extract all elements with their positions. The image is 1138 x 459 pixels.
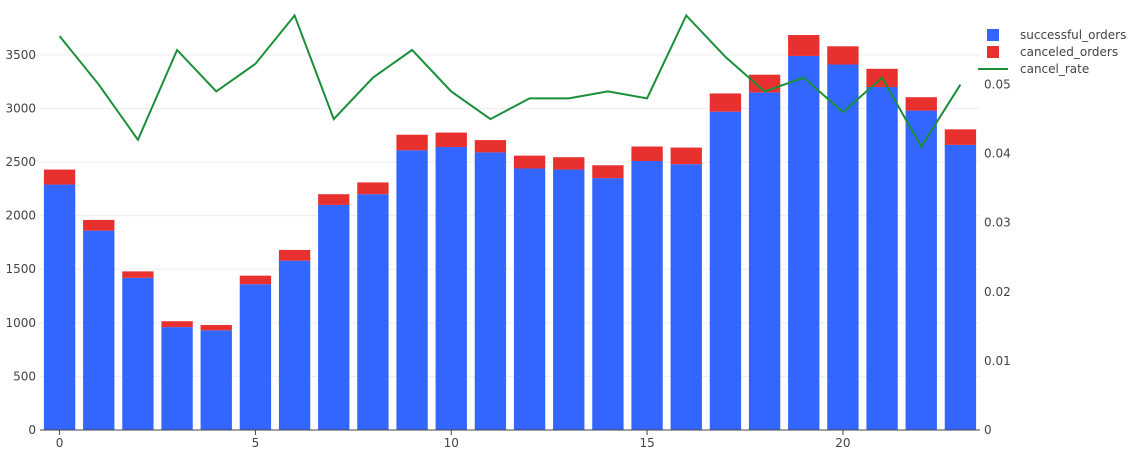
y-right-tick-label: 0.03 [984,216,1011,230]
bar-successful-orders[interactable] [200,330,232,430]
y-right-tick-label: 0.04 [984,147,1011,161]
x-tick-label: 20 [835,436,850,450]
bar-canceled-orders[interactable] [788,35,820,56]
bar-canceled-orders[interactable] [357,182,389,195]
x-tick-label: 10 [444,436,459,450]
bar-canceled-orders[interactable] [200,324,232,331]
bar-canceled-orders[interactable] [122,271,154,278]
cancel-rate-line-layer [58,13,962,149]
bar-canceled-orders[interactable] [318,194,350,205]
bar-successful-orders[interactable] [435,147,467,431]
bar-canceled-orders[interactable] [161,321,193,328]
y-left-tick-label: 1500 [5,262,36,276]
bar-canceled-orders[interactable] [278,249,311,261]
legend-swatch [987,46,999,58]
bar-successful-orders[interactable] [553,169,585,431]
bar-successful-orders[interactable] [827,64,859,431]
y-left-tick-label: 1000 [5,316,36,330]
y-right-tick-label: 0.02 [984,285,1011,299]
bar-successful-orders[interactable] [474,152,507,430]
bar-canceled-orders[interactable] [905,97,937,111]
legend-label: successful_orders [1020,28,1126,42]
y-left-tick-label: 0 [28,423,36,437]
bars [43,35,977,431]
cancel-rate-line[interactable] [58,13,962,149]
y-left-tick-label: 2500 [5,155,36,169]
bar-canceled-orders[interactable] [474,140,507,153]
bar-successful-orders[interactable] [43,184,76,430]
bar-successful-orders[interactable] [278,260,311,430]
x-tick-label: 0 [56,436,64,450]
legend-label: cancel_rate [1020,62,1089,76]
bar-canceled-orders[interactable] [396,134,428,151]
bar-canceled-orders[interactable] [748,74,781,93]
bar-successful-orders[interactable] [670,164,702,430]
y-left-tick-label: 500 [13,369,36,383]
legend-item-successful-orders[interactable]: successful_orders [987,28,1126,42]
bar-successful-orders[interactable] [748,92,781,430]
y-left-tick-label: 2000 [5,209,36,223]
legend-item-cancel-rate[interactable]: cancel_rate [978,62,1089,76]
bar-canceled-orders[interactable] [631,146,663,161]
bar-canceled-orders[interactable] [83,219,115,231]
bar-canceled-orders[interactable] [513,155,546,169]
bar-successful-orders[interactable] [631,160,663,430]
bar-successful-orders[interactable] [318,204,350,430]
bar-successful-orders[interactable] [83,230,115,430]
axes: 0 5 10 15 20 0 500 1000 1500 2000 2500 3000 3500 0 0.0… [5,48,1010,450]
bar-successful-orders[interactable] [944,144,977,430]
bar-canceled-orders[interactable] [827,46,859,65]
bar-successful-orders[interactable] [709,111,742,430]
y-left-tick-label: 3000 [5,101,36,115]
y-right-tick-label: 0.05 [984,78,1011,92]
bar-canceled-orders[interactable] [592,165,624,179]
bar-successful-orders[interactable] [122,277,154,430]
y-right-tick-label: 0.01 [984,354,1011,368]
bar-successful-orders[interactable] [357,194,389,430]
bar-successful-orders[interactable] [239,284,272,430]
bar-canceled-orders[interactable] [435,132,467,148]
bar-successful-orders[interactable] [513,168,546,430]
bar-canceled-orders[interactable] [553,157,585,170]
x-tick-label: 5 [252,436,260,450]
bar-successful-orders[interactable] [788,55,820,430]
legend-label: canceled_orders [1020,45,1118,59]
legend-item-canceled-orders[interactable]: canceled_orders [987,45,1118,59]
x-tick-label: 15 [639,436,654,450]
bar-canceled-orders[interactable] [43,169,76,185]
bar-successful-orders[interactable] [905,110,937,430]
legend-swatch [987,29,999,41]
bar-successful-orders[interactable] [161,327,193,430]
bar-canceled-orders[interactable] [709,93,742,112]
bar-successful-orders[interactable] [396,150,428,430]
bar-canceled-orders[interactable] [670,147,702,165]
y-right-tick-label: 0 [984,423,992,437]
legend[interactable]: successful_orders canceled_orders cancel_r… [978,28,1126,76]
bar-successful-orders[interactable] [592,178,624,430]
bar-canceled-orders[interactable] [944,129,977,145]
y-left-tick-label: 3500 [5,48,36,62]
bar-canceled-orders[interactable] [239,275,272,285]
bar-successful-orders[interactable] [866,87,898,431]
